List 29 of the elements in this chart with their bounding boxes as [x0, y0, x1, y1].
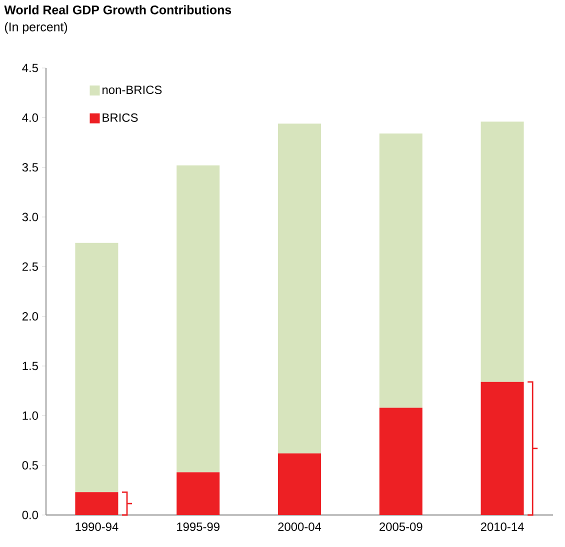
bar: [480, 122, 524, 382]
x-tick-label: 1995-99: [177, 522, 220, 531]
bar: [379, 134, 422, 408]
y-tick-label: 0.0: [22, 510, 38, 520]
bar: [480, 382, 524, 515]
x-tick-label: 2005-09: [380, 522, 422, 531]
y-tick-label: 0.5: [22, 461, 38, 470]
bar: [75, 492, 118, 515]
bar: [278, 124, 321, 454]
y-tick-label: 2.5: [22, 262, 38, 271]
chart-subtitle: (In percent): [4, 22, 68, 34]
bar: [176, 165, 220, 472]
bar: [278, 453, 321, 515]
x-tick-label: 1990-94: [76, 522, 118, 531]
bar: [379, 408, 422, 515]
legend-label: BRICS: [102, 113, 138, 122]
legend-label: non-BRICS: [102, 86, 162, 94]
x-tick-label: 2010-14: [480, 522, 524, 531]
y-tick-label: 3.0: [22, 212, 38, 222]
chart-title: World Real GDP Growth Contributions: [4, 5, 232, 14]
y-tick-label: 1.5: [22, 362, 38, 370]
y-tick-label: 4.5: [22, 64, 38, 72]
y-tick-label: 2.0: [22, 312, 38, 321]
x-tick-label: 2000-04: [278, 522, 322, 531]
bar: [75, 242, 118, 492]
y-tick-label: 4.0: [22, 113, 38, 122]
y-tick-label: 3.5: [22, 163, 38, 172]
bar: [176, 472, 220, 515]
y-tick-label: 1.0: [22, 411, 38, 420]
